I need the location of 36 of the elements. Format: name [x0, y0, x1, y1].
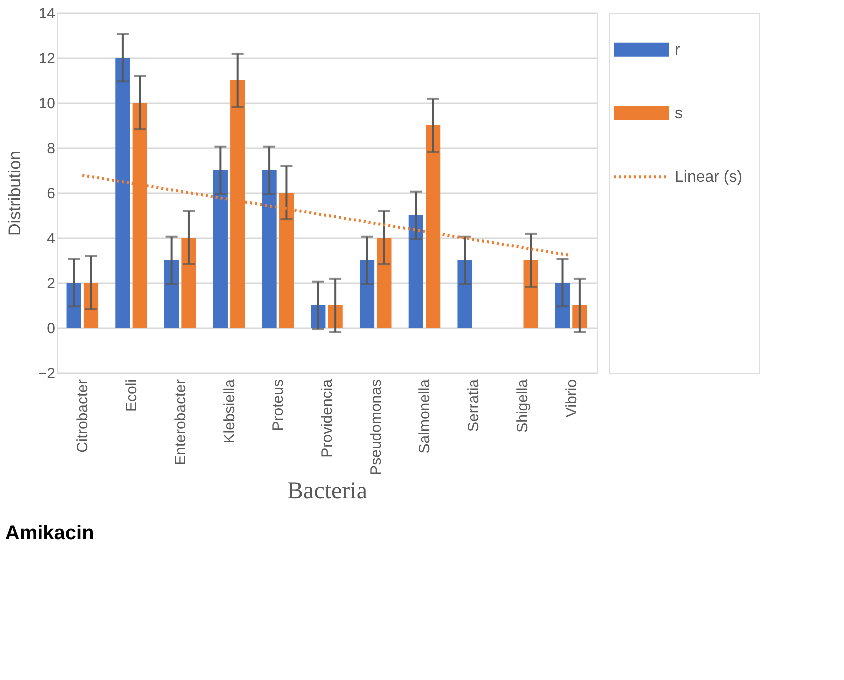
x-tick-label: Pseudomonas [368, 380, 385, 476]
bar [262, 170, 277, 328]
y-tick-label: 14 [38, 6, 56, 22]
x-tick-label: Providencia [319, 378, 336, 458]
y-tick-label: −2 [38, 366, 56, 382]
bar [360, 260, 375, 328]
x-axis-title: Bacteria [288, 478, 368, 504]
bar [377, 238, 392, 328]
legend-label: Linear (s) [675, 169, 743, 186]
x-tick-label: Vibrio [563, 380, 580, 418]
bar [458, 260, 472, 328]
x-tick-label: Citrobacter [74, 379, 92, 453]
x-tick-label: Klebsiella [221, 378, 238, 444]
bar [182, 238, 196, 328]
y-tick-label: 10 [38, 96, 56, 112]
x-tick-label: Shigella [514, 378, 532, 433]
y-tick-label: 0 [47, 320, 56, 338]
y-tick-label: 4 [47, 230, 56, 248]
x-tick-label: Serratia [466, 378, 483, 432]
legend-label: s [675, 105, 683, 122]
bar [116, 58, 130, 328]
y-tick-label: 8 [47, 140, 56, 158]
legend-label: r [675, 42, 681, 59]
bar [164, 260, 180, 328]
x-tick-label: Enterobacter [172, 380, 190, 466]
text: Amikacin [5, 522, 94, 544]
y-tick-label: 6 [47, 186, 56, 202]
y-axis-title: Distribution [5, 150, 24, 236]
y-tick-label: 2 [47, 276, 56, 292]
y-tick-label: 12 [38, 50, 56, 68]
bar [408, 216, 424, 328]
x-tick-label: Salmonella [416, 378, 434, 454]
x-tick-label: Ecoli [124, 380, 141, 412]
bar [213, 170, 228, 328]
x-tick-label: Proteus [270, 380, 288, 432]
bar [524, 260, 538, 328]
